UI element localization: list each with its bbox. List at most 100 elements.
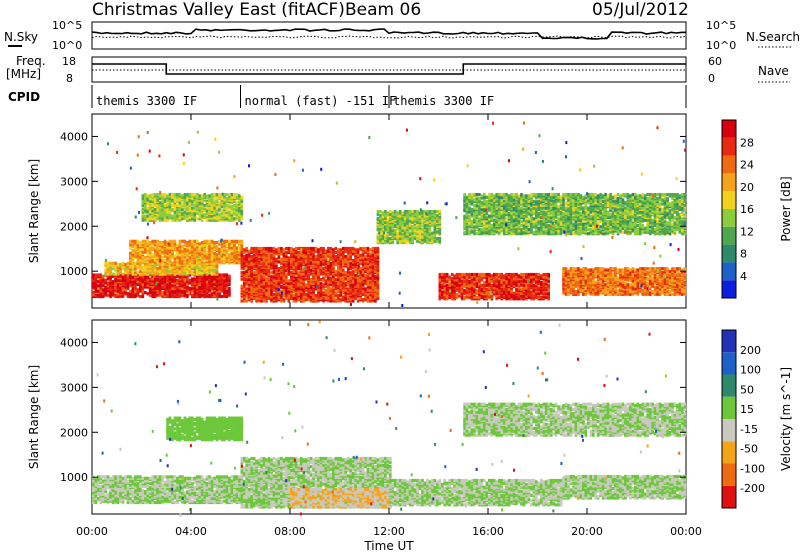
- echo-cell: [208, 273, 211, 277]
- echo-cell: [302, 249, 305, 253]
- echo-cell: [146, 280, 150, 284]
- echo-cell: [136, 273, 140, 277]
- echo-cell: [282, 248, 286, 252]
- echo-cell: [389, 210, 392, 214]
- echo-cell: [458, 287, 461, 291]
- echo-cell: [186, 201, 189, 205]
- echo-cell: [403, 212, 407, 216]
- echo-cell: [398, 219, 402, 223]
- echo-cell: [473, 282, 476, 286]
- echo-cell: [441, 272, 444, 277]
- echo-cell: [220, 294, 224, 299]
- echo-cell: [168, 274, 172, 278]
- echo-cell: [436, 214, 439, 218]
- echo-cell: [369, 252, 372, 256]
- echo-cell: [146, 246, 150, 250]
- echo-cell: [458, 272, 461, 277]
- echo-cell: [483, 272, 486, 277]
- echo-cell: [290, 257, 293, 261]
- echo-cell: [292, 257, 296, 261]
- echo-cell: [502, 283, 506, 287]
- echo-cell: [183, 277, 187, 281]
- echo-cell: [225, 239, 229, 243]
- echo-cell: [153, 215, 157, 220]
- echo-cell: [223, 273, 226, 277]
- echo-cell: [260, 272, 263, 276]
- frequency-label: Freq.: [16, 54, 46, 68]
- echo-cell: [205, 246, 209, 250]
- echo-cell: [191, 206, 194, 210]
- echo-cell: [218, 193, 221, 197]
- echo-cell: [495, 289, 498, 293]
- echo-cell: [116, 292, 120, 296]
- echo-cell: [181, 239, 184, 243]
- echo-cell: [257, 276, 261, 280]
- echo-cell: [215, 268, 219, 272]
- echo-cell: [297, 267, 300, 271]
- echo-cell: [426, 220, 429, 224]
- echo-cell: [124, 288, 127, 292]
- echo-cell: [151, 202, 154, 206]
- echo-cell: [240, 209, 244, 213]
- echo-cell: [376, 264, 380, 268]
- echo-cell: [215, 195, 219, 199]
- echo-cell: [240, 215, 244, 220]
- echo-cell: [171, 286, 174, 290]
- echo-cell: [136, 247, 140, 251]
- echo-cell: [304, 260, 308, 264]
- echo-cell: [144, 193, 147, 197]
- echo-cell: [423, 231, 427, 235]
- nave-tick-top: 60: [708, 55, 722, 68]
- echo-cell: [198, 251, 201, 255]
- echo-cell: [297, 298, 300, 302]
- echo-cell: [332, 299, 335, 303]
- echo-cell: [309, 250, 313, 255]
- echo-cell: [495, 285, 498, 289]
- echo-cell: [470, 286, 474, 290]
- echo-cell: [240, 205, 244, 209]
- echo-cell: [277, 276, 281, 280]
- echo-cell: [389, 226, 392, 230]
- echo-cell: [460, 272, 464, 277]
- echo-cell: [146, 194, 149, 198]
- echo-cell: [168, 213, 172, 217]
- echo-cell: [252, 284, 256, 288]
- echo-cell: [356, 277, 360, 282]
- echo-cell: [351, 294, 355, 298]
- echo-cell: [411, 239, 414, 243]
- echo-cell: [314, 246, 318, 251]
- echo-cell: [188, 286, 192, 290]
- echo-cell: [200, 284, 204, 288]
- echo-cell: [129, 254, 132, 258]
- echo-cell: [379, 210, 382, 214]
- echo-cell: [188, 267, 192, 271]
- echo-cell: [225, 197, 229, 201]
- echo-cell: [121, 282, 125, 286]
- echo-cell: [361, 260, 365, 264]
- echo-cell: [329, 287, 333, 291]
- echo-cell: [473, 278, 476, 282]
- echo-cell: [426, 210, 429, 214]
- echo-cell: [260, 268, 263, 272]
- echo-cell: [104, 272, 107, 276]
- echo-cell: [346, 257, 350, 261]
- echo-cell: [329, 268, 333, 272]
- echo-cell: [441, 286, 444, 290]
- echo-cell: [181, 269, 184, 273]
- echo-cell: [176, 278, 179, 282]
- date-label: 05/Jul/2012: [592, 0, 689, 20]
- echo-cell: [245, 283, 248, 287]
- echo-cell: [475, 283, 479, 287]
- echo-cell: [198, 294, 201, 299]
- echo-cell: [280, 257, 283, 261]
- echo-cell: [198, 194, 201, 198]
- echo-cell: [262, 269, 266, 273]
- echo-cell: [438, 278, 442, 282]
- echo-cell: [196, 282, 199, 286]
- echo-cell: [406, 212, 409, 216]
- echo-cell: [309, 277, 313, 282]
- echo-cell: [148, 255, 152, 260]
- echo-cell: [255, 246, 258, 251]
- echo-cell: [176, 243, 179, 247]
- echo-cell: [104, 278, 107, 282]
